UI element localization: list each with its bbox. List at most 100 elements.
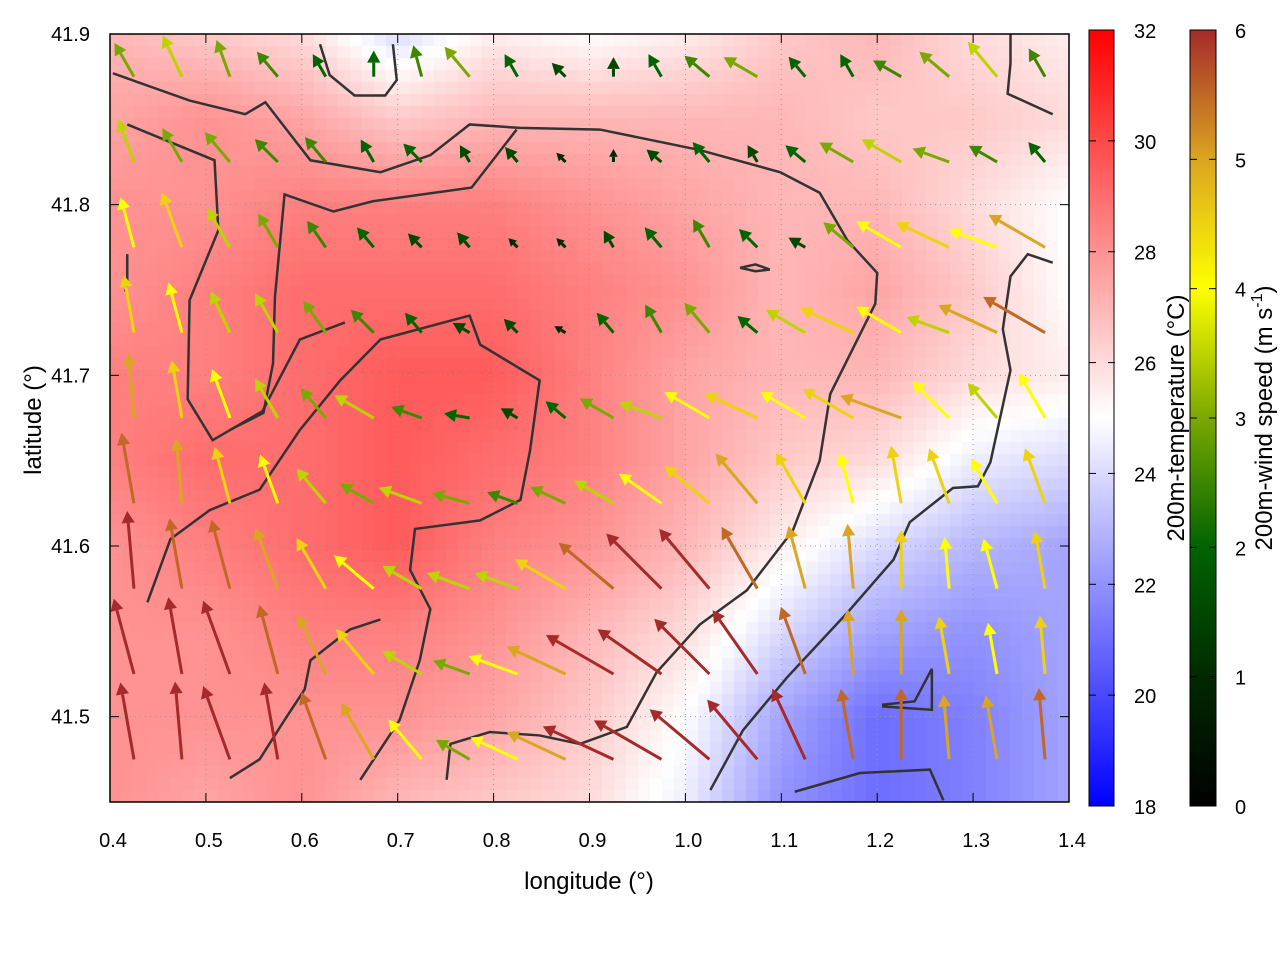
temperature-cell — [1010, 142, 1023, 155]
temperature-cell — [794, 46, 807, 59]
temperature-cell — [254, 322, 267, 335]
temperature-cell — [962, 406, 975, 419]
temperature-cell — [254, 562, 267, 575]
temperature-cell — [998, 142, 1011, 155]
temperature-cell — [734, 598, 747, 611]
temperature-cell — [638, 502, 651, 515]
temperature-cell — [950, 166, 963, 179]
temperature-cell — [350, 214, 363, 227]
temperature-cell — [998, 358, 1011, 371]
temperature-cell — [770, 262, 783, 275]
temperature-cell — [470, 250, 483, 263]
temperature-cell — [1046, 514, 1059, 527]
temperature-cell — [326, 214, 339, 227]
temperature-cell — [578, 598, 591, 611]
temperature-cell — [194, 430, 207, 443]
temperature-cell — [770, 46, 783, 59]
temperature-cell — [686, 274, 699, 287]
temperature-cell — [914, 550, 927, 563]
temperature-cell — [146, 430, 159, 443]
temperature-cell — [314, 118, 327, 131]
temperature-cell — [950, 178, 963, 191]
temperature-cell — [278, 394, 291, 407]
temperature-cell — [1022, 622, 1035, 635]
temperature-cell — [146, 694, 159, 707]
temperature-cell — [626, 670, 639, 683]
temperature-cell — [914, 406, 927, 419]
temperature-cell — [746, 598, 759, 611]
temperature-cell — [998, 598, 1011, 611]
temperature-cell — [1046, 442, 1059, 455]
temperature-cell — [194, 34, 207, 47]
temperature-cell — [602, 454, 615, 467]
temperature-cell — [566, 94, 579, 107]
temperature-cell — [554, 766, 567, 779]
temperature-cell — [458, 550, 471, 563]
temperature-cell — [338, 754, 351, 767]
temperature-cell — [494, 262, 507, 275]
temperature-cell — [806, 586, 819, 599]
temperature-cell — [926, 634, 939, 647]
temperature-cell — [1046, 406, 1059, 419]
temperature-cell — [554, 358, 567, 371]
temperature-cell — [374, 658, 387, 671]
temperature-cell — [854, 262, 867, 275]
temperature-cell — [446, 154, 459, 167]
temperature-cell — [194, 454, 207, 467]
temperature-cell — [566, 442, 579, 455]
temperature-cell — [278, 574, 291, 587]
temperature-cell — [1046, 178, 1059, 191]
temperature-cell — [782, 562, 795, 575]
temperature-cell — [866, 526, 879, 539]
temperature-cell — [110, 214, 123, 227]
temperature-cell — [386, 526, 399, 539]
temperature-cell — [122, 178, 135, 191]
temperature-cell — [1022, 550, 1035, 563]
temperature-cell — [854, 742, 867, 755]
temperature-cell — [314, 718, 327, 731]
temperature-cell — [650, 766, 663, 779]
temperature-cell — [626, 502, 639, 515]
temperature-cell — [458, 646, 471, 659]
temperature-cell — [206, 550, 219, 563]
temperature-cell — [914, 250, 927, 263]
temperature-cell — [938, 670, 951, 683]
temperature-cell — [1046, 430, 1059, 443]
temperature-cell — [1058, 538, 1069, 551]
temperature-cell — [1046, 394, 1059, 407]
temperature-cell — [506, 634, 519, 647]
temperature-cell — [602, 166, 615, 179]
temperature-cell — [398, 610, 411, 623]
temperature-cell — [146, 70, 159, 83]
temperature-cell — [722, 178, 735, 191]
temperature-cell — [950, 394, 963, 407]
temperature-cell — [938, 430, 951, 443]
temperature-cell — [734, 610, 747, 623]
temperature-cell — [950, 490, 963, 503]
temperature-cell — [590, 454, 603, 467]
temperature-cell — [182, 634, 195, 647]
temperature-cell — [410, 418, 423, 431]
temperature-cell — [446, 382, 459, 395]
temperature-cell — [650, 298, 663, 311]
temperature-cell — [146, 94, 159, 107]
temperature-cell — [698, 130, 711, 143]
temperature-cell — [1034, 430, 1047, 443]
temperature-cell — [770, 742, 783, 755]
temperature-cell — [218, 694, 231, 707]
temperature-cell — [950, 730, 963, 743]
temperature-cell — [374, 454, 387, 467]
temperature-cell — [602, 106, 615, 119]
temperature-cell — [806, 766, 819, 779]
temperature-cell — [686, 394, 699, 407]
temperature-cell — [818, 670, 831, 683]
temperature-cell — [494, 370, 507, 383]
temperature-cell — [770, 478, 783, 491]
temperature-cell — [566, 274, 579, 287]
temperature-cell — [914, 454, 927, 467]
temperature-cell — [686, 754, 699, 767]
temperature-cell — [470, 610, 483, 623]
temperature-cell — [854, 550, 867, 563]
temperature-cell — [770, 250, 783, 263]
temperature-cell — [434, 154, 447, 167]
